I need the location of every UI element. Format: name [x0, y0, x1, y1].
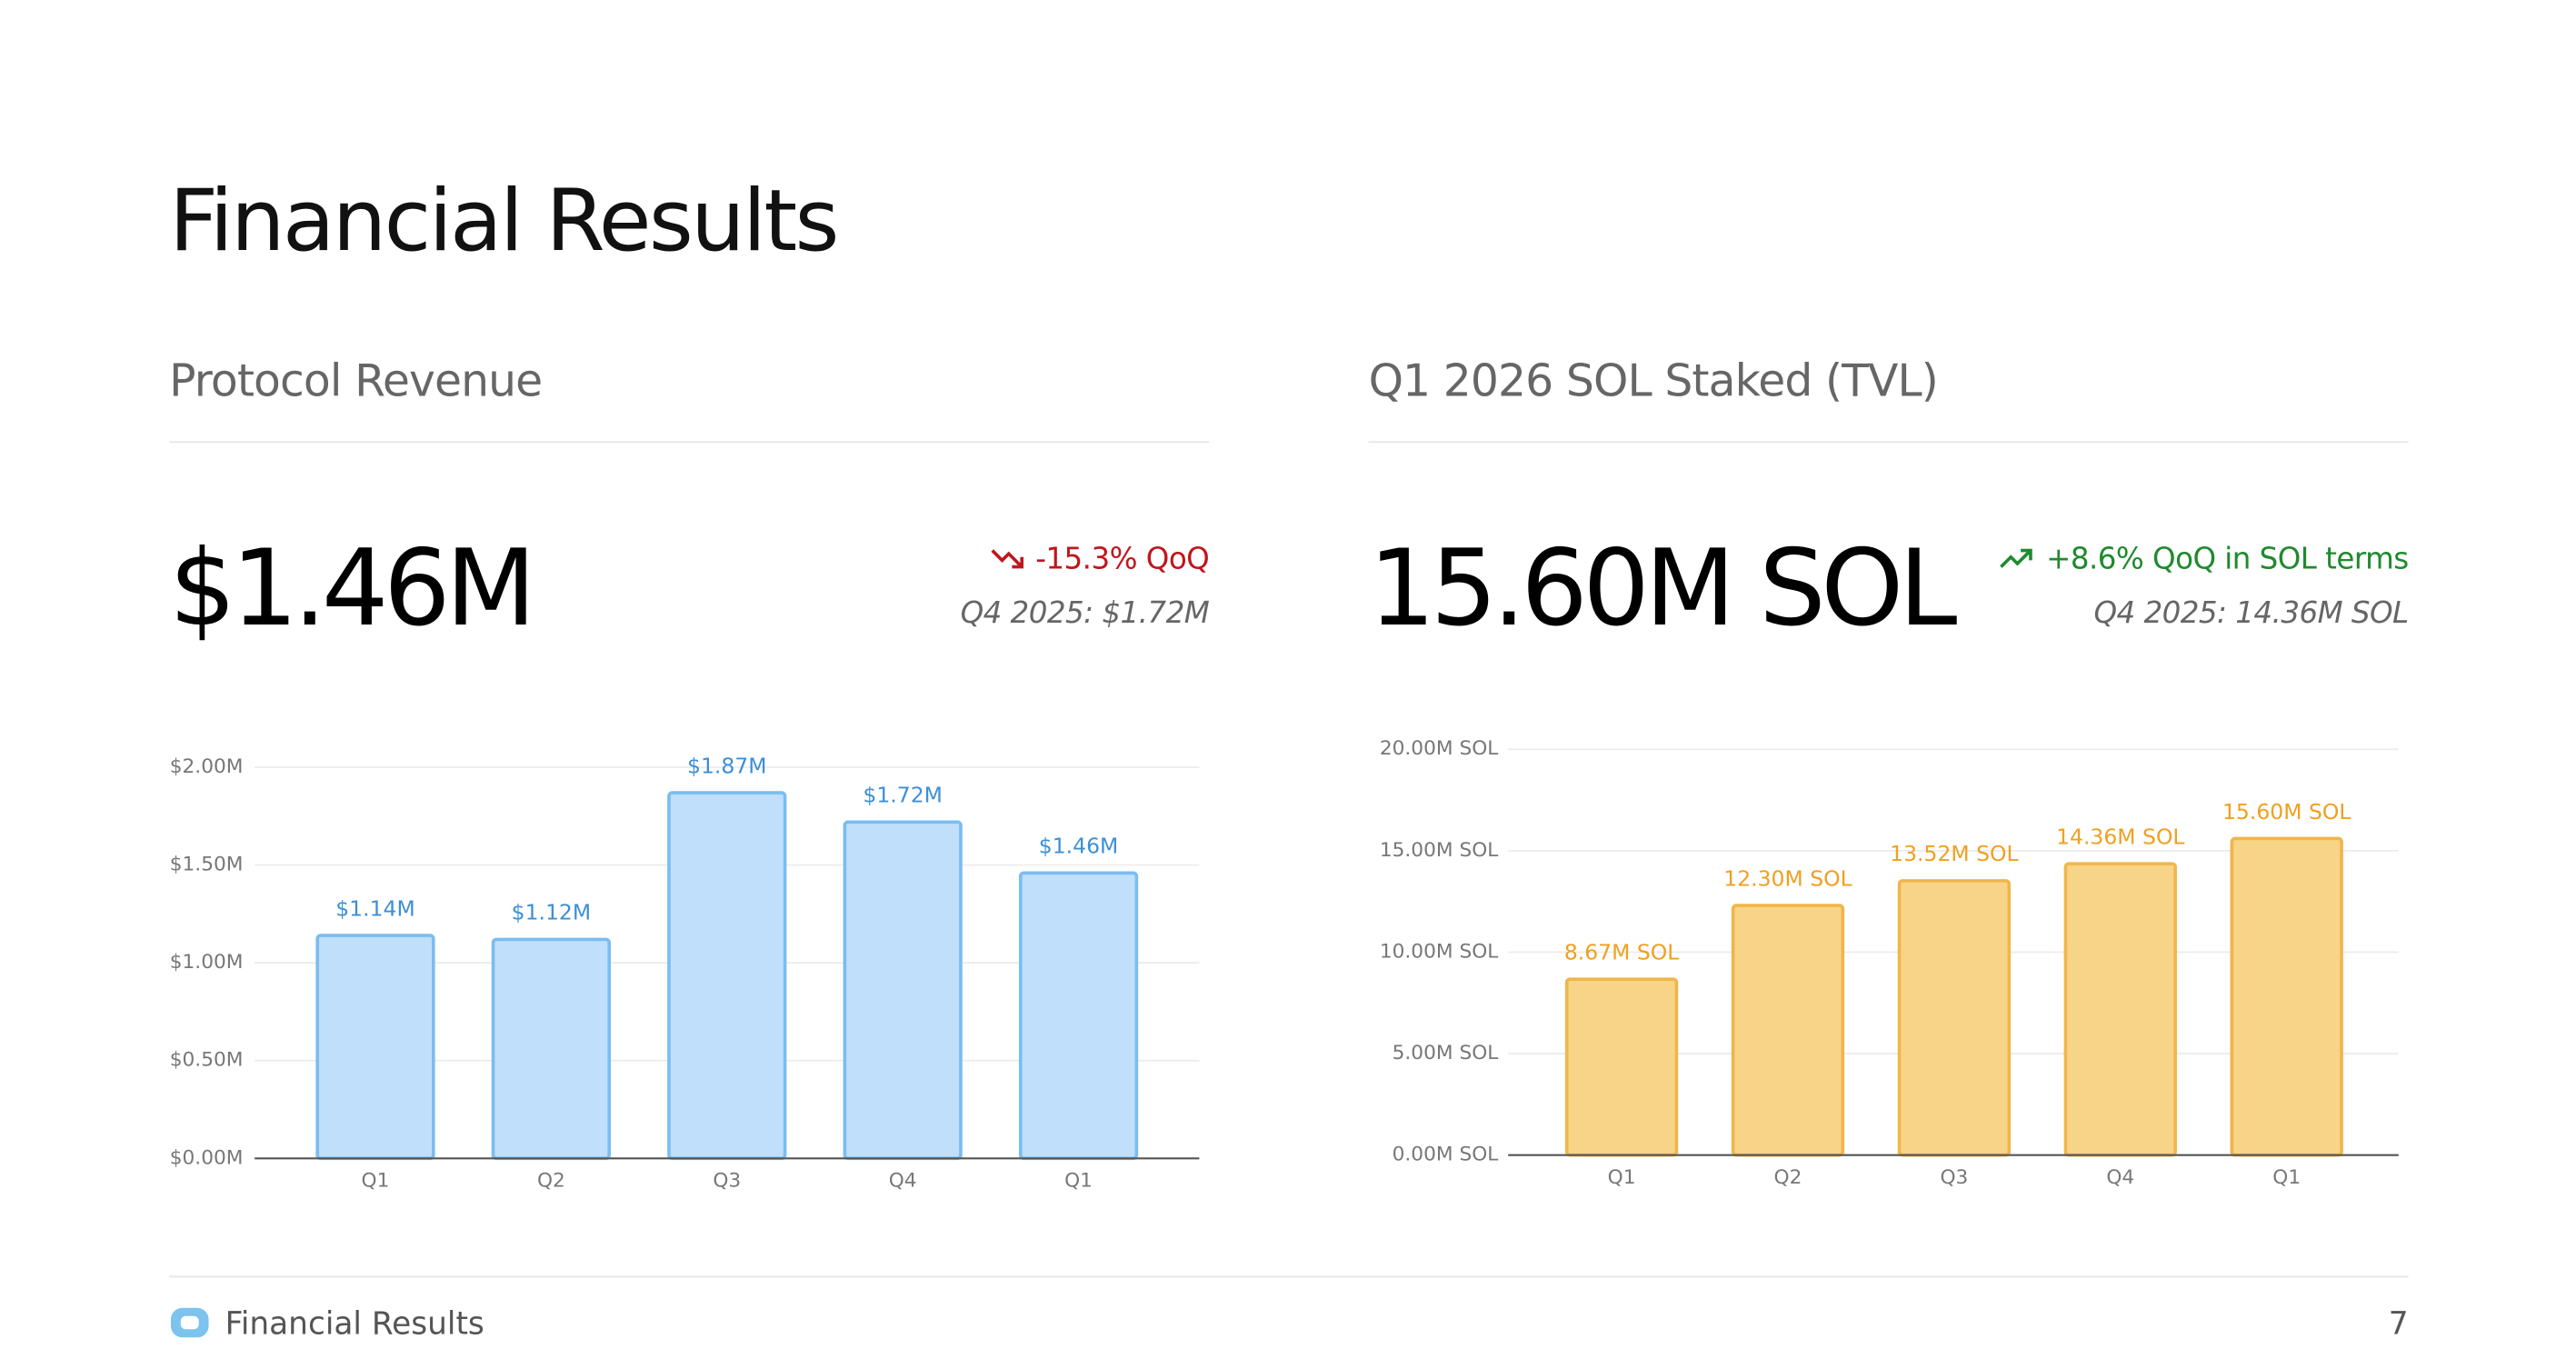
x-tick-label: Q1 [1064, 1170, 1093, 1193]
value-label: $1.46M [1039, 834, 1119, 859]
big-value: $1.46M [169, 528, 531, 650]
down-arrow-icon [991, 549, 1024, 569]
x-tick-label: Q1 [2272, 1166, 2301, 1189]
panel-heading: Protocol Revenue [169, 355, 542, 407]
x-tick-label: Q4 [2106, 1166, 2134, 1189]
x-tick-label: Q4 [889, 1170, 917, 1193]
x-tick-label: Q2 [537, 1170, 565, 1193]
x-tick-label: Q1 [1608, 1166, 1636, 1189]
up-arrow-icon [2000, 548, 2032, 568]
value-label: $1.14M [335, 895, 415, 921]
value-label: 12.30M SOL [1723, 865, 1852, 891]
page-number: 7 [2389, 1306, 2409, 1343]
change: -15.3% QoQ [1035, 541, 1209, 575]
y-tick-label: $0.50M [170, 1049, 244, 1072]
y-tick-label: $2.00M [170, 755, 244, 778]
change: +8.6% QoQ in SOL terms [2046, 541, 2409, 575]
bar [1897, 879, 2012, 1157]
x-tick-label: Q3 [713, 1170, 741, 1193]
logo-icon-face [180, 1315, 199, 1330]
bar [1731, 904, 1845, 1157]
bar [843, 820, 963, 1161]
bar [491, 937, 612, 1161]
bar [2230, 836, 2343, 1157]
y-tick-label: 15.00M SOL [1380, 839, 1499, 862]
value-label: 13.52M SOL [1890, 841, 2018, 866]
panel-heading: Q1 2026 SOL Staked (TVL) [1369, 355, 1938, 407]
y-tick-label: 5.00M SOL [1393, 1042, 1499, 1064]
bar [1564, 977, 1679, 1157]
value-label: $1.72M [863, 783, 942, 808]
y-tick-label: 20.00M SOL [1380, 737, 1499, 760]
x-tick-label: Q1 [362, 1170, 390, 1193]
previous: Q4 2025: $1.72M [961, 595, 1210, 630]
value-label: 15.60M SOL [2222, 799, 2351, 824]
x-tick-label: Q3 [1940, 1166, 1968, 1189]
bar [2063, 862, 2177, 1157]
slide-title: Financial Results [169, 172, 837, 271]
footer-label: Financial Results [225, 1306, 484, 1343]
y-tick-label: 10.00M SOL [1380, 940, 1499, 963]
bar [1018, 871, 1139, 1161]
value-label: 8.67M SOL [1564, 939, 1680, 964]
y-tick-label: $0.00M [170, 1146, 244, 1169]
bar [667, 791, 787, 1161]
bar [315, 934, 435, 1161]
big-value: 15.60M SOL [1369, 528, 1957, 650]
value-label: $1.87M [687, 753, 767, 778]
x-tick-label: Q2 [1774, 1166, 1802, 1189]
y-tick-label: 0.00M SOL [1393, 1144, 1499, 1166]
value-label: 14.36M SOL [2056, 824, 2184, 849]
value-label: $1.12M [512, 900, 592, 925]
y-tick-label: $1.00M [170, 951, 244, 974]
y-tick-label: $1.50M [170, 854, 244, 876]
previous: Q4 2025: 14.36M SOL [2093, 595, 2408, 630]
